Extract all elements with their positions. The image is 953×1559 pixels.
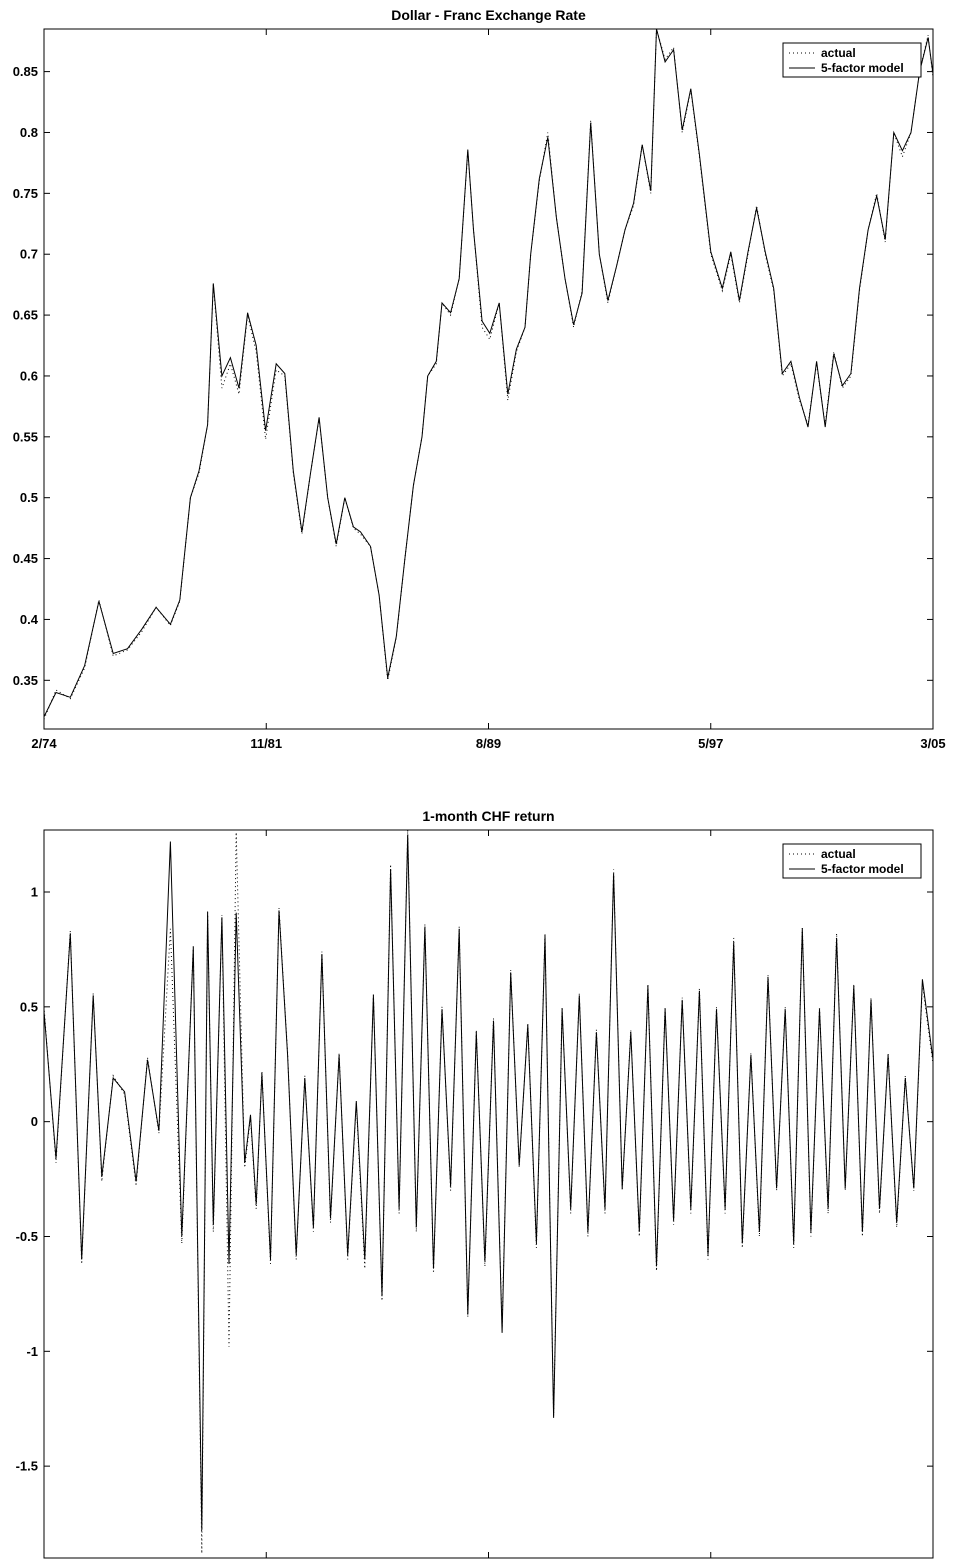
chf-return-legend-label-actual: actual: [821, 847, 856, 861]
exchange-rate-y-tick-label: 0.85: [13, 64, 38, 79]
exchange-rate-legend: [782, 42, 922, 78]
exchange-rate-y-tick-label: 0.75: [13, 186, 38, 201]
chf-return-series-5-factor-model: [44, 834, 933, 1531]
exchange-rate-x-tick-label: 3/05: [920, 736, 945, 751]
chf-return-y-tick-label: -1: [26, 1344, 38, 1359]
chf-return-y-tick-label: 1: [31, 885, 38, 900]
exchange-rate-y-tick-label: 0.8: [20, 125, 38, 140]
chf-return-y-tick-label: 0: [31, 1114, 38, 1129]
exchange-rate-legend-label-5-factor-model: 5-factor model: [821, 61, 904, 75]
exchange-rate-y-tick-label: 0.35: [13, 673, 38, 688]
exchange-rate-chart: Dollar - Franc Exchange Rate 0.35 0.4 0.45 0…: [0, 0, 953, 760]
chf-return-y-tick-label: -1.5: [16, 1459, 38, 1474]
exchange-rate-series-actual: [44, 29, 933, 720]
exchange-rate-y-tick-label: 0.55: [13, 429, 38, 444]
chf-return-legend-label-5-factor-model: 5-factor model: [821, 862, 904, 876]
chf-return-chart: 1-month CHF return-1.5-1-0.500.512/7411/…: [0, 790, 953, 1559]
chf-return-y-tick-label: -0.5: [16, 1229, 38, 1244]
exchange-rate-y-tick-label: 0.65: [13, 308, 38, 323]
exchange-rate-y-tick-label: 0.6: [20, 368, 38, 383]
exchange-rate-plot-frame: [43, 28, 934, 730]
chf-return-series-actual: [44, 830, 933, 1554]
exchange-rate-x-tick-label: 8/89: [476, 736, 501, 751]
exchange-rate-x-tick-label: 2/74: [31, 736, 57, 751]
exchange-rate-series-5-factor-model: [44, 29, 933, 718]
exchange-rate-x-tick-label: 5/97: [698, 736, 723, 751]
chf-return-legend: [782, 843, 922, 879]
exchange-rate-chart-svg: Dollar - Franc Exchange Rate 0.35 0.4 0.45 0…: [13, 7, 946, 751]
chf-return-plot-frame: [43, 829, 934, 1559]
exchange-rate-legend-label-actual: actual: [821, 46, 856, 60]
chf-return-title: 1-month CHF return: [422, 808, 554, 824]
exchange-rate-y-tick-label: 0.5: [20, 490, 38, 505]
exchange-rate-title: Dollar - Franc Exchange Rate: [391, 7, 586, 23]
exchange-rate-y-tick-label: 0.7: [20, 247, 38, 262]
exchange-rate-x-tick-label: 11/81: [250, 736, 282, 751]
chf-return-y-tick-label: 0.5: [20, 999, 38, 1014]
exchange-rate-y-tick-label: 0.45: [13, 551, 38, 566]
exchange-rate-y-tick-label: 0.4: [20, 612, 39, 627]
chf-return-chart-svg: 1-month CHF return-1.5-1-0.500.512/7411/…: [16, 808, 934, 1559]
